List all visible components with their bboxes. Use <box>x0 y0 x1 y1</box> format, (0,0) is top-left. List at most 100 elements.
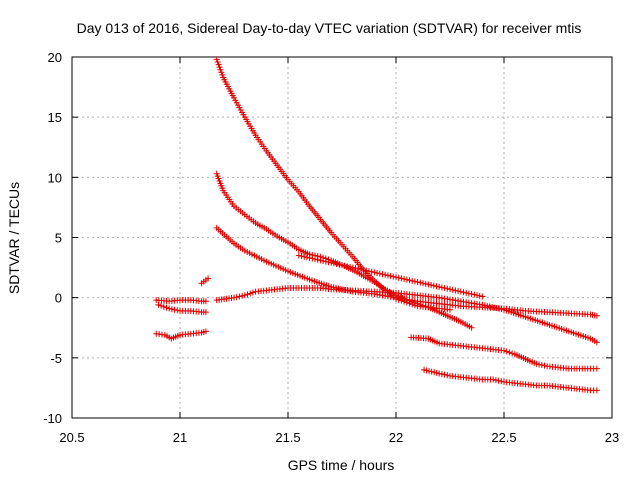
y-tick-label: 0 <box>55 291 62 306</box>
data-point-marker <box>538 362 545 369</box>
data-series <box>198 275 212 287</box>
data-point-marker <box>171 306 178 313</box>
grid-lines <box>72 57 612 418</box>
data-point-marker <box>422 280 429 287</box>
data-point-marker <box>366 268 372 275</box>
x-tick-label: 23 <box>605 430 619 445</box>
x-tick-label: 22 <box>389 430 403 445</box>
data-point-marker <box>215 61 222 68</box>
data-series <box>213 285 600 346</box>
data-point-marker <box>218 69 225 76</box>
data-point-marker <box>495 377 502 384</box>
data-point-marker <box>295 252 302 259</box>
data-point-marker <box>339 262 345 269</box>
data-point-marker <box>457 288 464 295</box>
data-point-marker <box>414 279 421 286</box>
data-point-marker <box>233 294 240 301</box>
data-point-marker <box>406 277 413 284</box>
data-point-marker <box>219 71 226 78</box>
data-point-marker <box>425 281 432 288</box>
data-point-marker <box>441 285 448 292</box>
data-point-marker <box>449 286 456 293</box>
data-point-marker <box>455 288 462 295</box>
data-point-marker <box>374 269 381 276</box>
data-point-marker <box>498 378 505 385</box>
data-series <box>155 301 209 316</box>
data-point-marker <box>430 282 437 289</box>
data-point-marker <box>384 272 391 279</box>
data-point-marker <box>468 324 475 331</box>
data-series <box>153 297 209 305</box>
data-point-marker <box>444 285 451 292</box>
data-point-marker <box>395 274 402 281</box>
data-point-marker <box>360 266 367 273</box>
y-tick-labels: -10 -5 0 5 10 15 20 <box>43 50 62 426</box>
data-point-marker <box>368 268 375 275</box>
data-point-marker <box>436 283 443 290</box>
data-point-marker <box>420 280 426 287</box>
data-series <box>421 366 600 394</box>
data-point-marker <box>371 269 378 276</box>
data-point-marker <box>168 306 175 313</box>
data-point-marker <box>393 274 399 281</box>
data-point-marker <box>401 276 408 283</box>
data-point-marker <box>214 58 221 65</box>
data-point-marker <box>336 261 343 268</box>
data-point-marker <box>433 283 440 290</box>
data-point-marker <box>320 257 327 264</box>
data-series <box>295 252 486 300</box>
y-tick-label: 15 <box>48 110 62 125</box>
data-point-marker <box>409 277 416 284</box>
data-point-marker <box>202 298 209 305</box>
data-point-marker <box>216 64 223 71</box>
data-point-marker <box>438 371 445 378</box>
data-point-marker <box>490 376 497 383</box>
data-point-marker <box>347 263 354 270</box>
data-point-marker <box>249 289 256 296</box>
data-point-marker <box>357 266 364 273</box>
data-point-marker <box>363 267 370 274</box>
data-point-marker <box>476 292 483 299</box>
data-point-marker <box>471 291 478 298</box>
data-point-marker <box>492 377 499 384</box>
data-point-marker <box>501 347 507 354</box>
data-point-marker <box>330 260 337 267</box>
data-point-marker <box>344 263 351 270</box>
data-point-marker <box>444 372 451 379</box>
data-point-marker <box>325 259 332 266</box>
data-point-marker <box>533 360 540 367</box>
data-point-marker <box>463 289 470 296</box>
data-point-marker <box>390 273 397 280</box>
data-point-marker <box>298 253 305 260</box>
data-point-marker <box>333 260 340 267</box>
data-point-marker <box>202 309 209 316</box>
data-point-marker <box>417 279 424 286</box>
data-point-marker <box>301 253 308 260</box>
data-point-marker <box>431 369 438 376</box>
data-point-marker <box>428 282 435 289</box>
data-point-marker <box>306 254 313 261</box>
data-point-marker <box>217 66 224 73</box>
data-point-marker <box>163 304 170 311</box>
data-point-marker <box>421 366 428 373</box>
data-point-marker <box>247 290 254 297</box>
data-point-marker <box>236 293 243 300</box>
data-point-marker <box>244 291 251 298</box>
data-point-marker <box>303 254 310 261</box>
data-point-marker <box>428 368 435 375</box>
data-point-marker <box>231 294 237 301</box>
data-point-marker <box>593 365 600 372</box>
data-series <box>213 56 453 313</box>
x-tick-label: 21 <box>173 430 187 445</box>
data-point-marker <box>241 292 248 299</box>
y-tick-label: -10 <box>43 411 62 426</box>
data-points <box>153 56 600 394</box>
data-point-marker <box>460 289 467 296</box>
x-tick-label: 22.5 <box>491 430 516 445</box>
data-point-marker <box>213 56 220 63</box>
data-point-marker <box>309 255 316 262</box>
data-point-marker <box>341 262 348 269</box>
data-point-marker <box>352 265 359 272</box>
data-point-marker <box>447 286 453 293</box>
y-tick-label: -5 <box>50 351 62 366</box>
